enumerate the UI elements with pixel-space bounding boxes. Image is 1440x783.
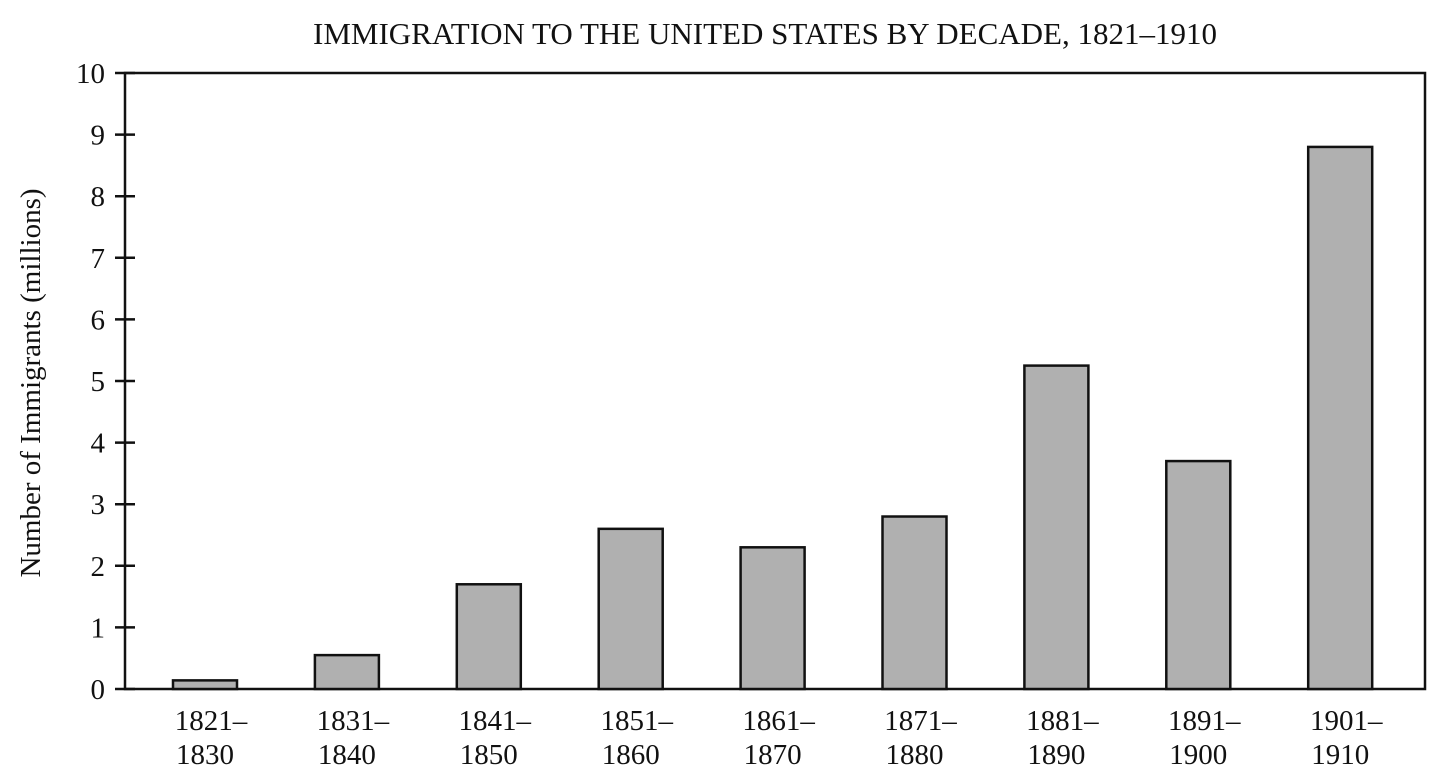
bar: [1306, 145, 1374, 691]
x-tick-label: 1891–: [1168, 705, 1241, 737]
x-tick-label: 1901–: [1310, 705, 1383, 737]
x-tick-label: 1880: [886, 739, 944, 771]
x-tick-label: 1830: [176, 739, 234, 771]
y-tick-label: 9: [91, 120, 106, 152]
y-tick-label: 2: [91, 551, 106, 583]
x-tick-label: 1840: [318, 739, 376, 771]
x-tick-label: 1910: [1311, 739, 1369, 771]
y-tick-label: 3: [91, 489, 106, 521]
y-tick-label: 4: [91, 428, 106, 460]
bar: [881, 515, 948, 691]
x-tick-label: 1850: [460, 739, 518, 771]
bar: [739, 546, 806, 691]
y-tick-label: 0: [91, 674, 106, 706]
bar: [597, 527, 664, 691]
bar: [171, 679, 239, 691]
y-tick-label: 6: [91, 304, 106, 336]
x-tick-label: 1851–: [600, 705, 673, 737]
bar: [313, 653, 381, 691]
x-tick-label: 1881–: [1026, 705, 1099, 737]
x-tick-label: 1831–: [317, 705, 390, 737]
x-tick-label: 1860: [602, 739, 660, 771]
y-tick-label: 10: [76, 58, 105, 90]
y-tick-label: 8: [91, 181, 106, 213]
x-tick-label: 1871–: [884, 705, 957, 737]
chart-title: IMMIGRATION TO THE UNITED STATES BY DECA…: [313, 16, 1217, 51]
x-tick-label: 1861–: [742, 705, 815, 737]
x-tick-label: 1870: [744, 739, 802, 771]
x-tick-label: 1841–: [459, 705, 532, 737]
y-tick-label: 7: [91, 243, 106, 275]
y-tick-label: 5: [91, 366, 106, 398]
y-tick-label: 1: [91, 612, 106, 644]
bar: [455, 583, 523, 691]
x-tick-label: 1890: [1027, 739, 1085, 771]
y-axis-label: Number of Immigrants (millions): [15, 188, 47, 577]
bar: [1023, 364, 1090, 691]
x-tick-label: 1900: [1169, 739, 1227, 771]
x-tick-label: 1821–: [175, 705, 248, 737]
bar: [1165, 459, 1232, 691]
